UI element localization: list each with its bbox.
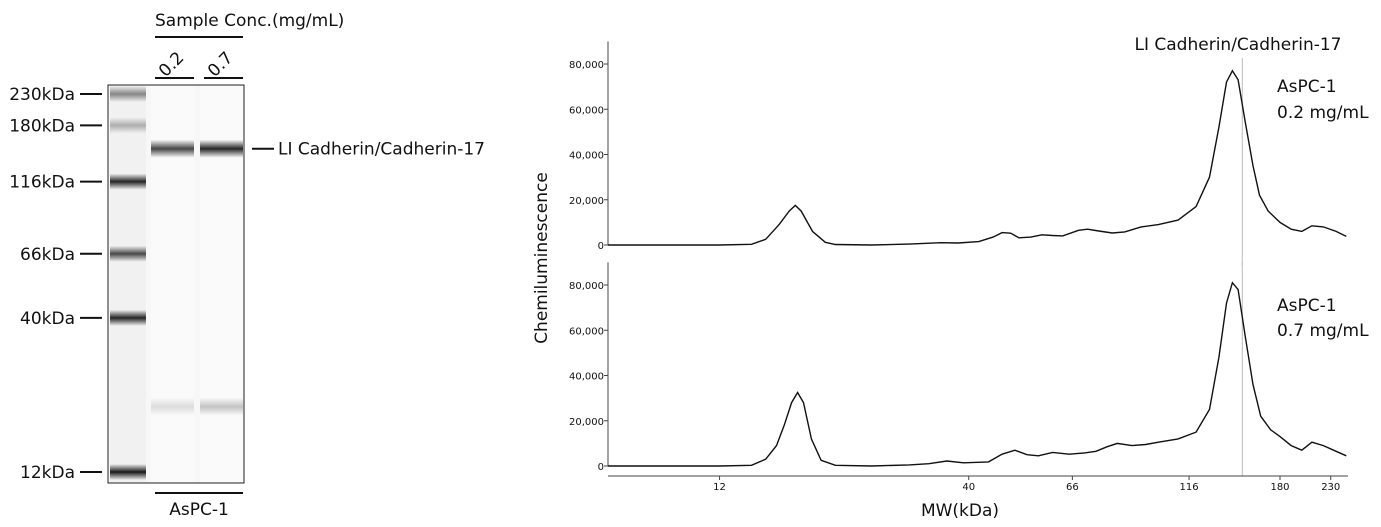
x-tick-label: 40 [962, 482, 975, 493]
panel-label-sample: AsPC-1 [1277, 296, 1337, 316]
ladder-label: 40kDa [20, 309, 75, 329]
sample-band [151, 139, 194, 158]
y-tick-label: 40,000 [569, 372, 604, 383]
gel-header: Sample Conc.(mg/mL) [155, 11, 344, 31]
x-tick-label: 180 [1270, 482, 1289, 493]
panel-label-sample: AsPC-1 [1277, 77, 1337, 97]
ladder-label: 230kDa [9, 85, 75, 105]
ladder-label: 66kDa [20, 245, 75, 265]
y-tick-label: 80,000 [569, 281, 604, 292]
ladder-label: 180kDa [9, 116, 75, 136]
ladder-band [110, 86, 146, 102]
marker-label: LI Cadherin/Cadherin-17 [1135, 35, 1342, 55]
lane-label: 0.7 [204, 48, 237, 81]
trace-line [608, 69, 1347, 246]
y-tick-label: 60,000 [569, 326, 604, 337]
sample-band [200, 397, 243, 416]
trace-line [608, 281, 1347, 467]
ladder-label: 12kDa [20, 463, 75, 483]
x-tick-label: 230 [1321, 482, 1340, 493]
panel-label-conc: 0.2 mg/mL [1277, 103, 1369, 123]
ladder-band [110, 173, 146, 190]
x-axis-label: MW(kDa) [921, 501, 999, 521]
y-tick-label: 20,000 [569, 417, 604, 428]
sample-band [151, 397, 194, 416]
ladder-band [110, 309, 146, 326]
x-tick-label: 12 [713, 482, 726, 493]
x-tick-label: 116 [1180, 482, 1199, 493]
y-tick-label: 20,000 [569, 196, 604, 207]
y-tick-label: 40,000 [569, 151, 604, 162]
western-gel-figure: Sample Conc.(mg/mL) 0.2 0.7 230kDa 180kDa 1… [9, 11, 485, 520]
y-tick-label: 60,000 [569, 105, 604, 116]
ladder-label: 116kDa [9, 173, 75, 193]
electropherogram-chart: 0 20,000 40,000 60,000 80,000 AsPC-1 0.2 mg/mL… [532, 35, 1369, 521]
ladder-band [110, 117, 146, 134]
y-tick-label: 80,000 [569, 60, 604, 71]
ladder-lane [110, 86, 146, 482]
ladder-band [110, 464, 146, 480]
trace-panel: 0 20,000 40,000 60,000 80,000 AsPC-1 0.2 mg/mL [569, 41, 1369, 265]
y-axis-label: Chemiluminescence [532, 172, 552, 344]
y-tick-label: 0 [598, 462, 604, 473]
band-label: LI Cadherin/Cadherin-17 [278, 140, 485, 160]
ladder-band [110, 245, 146, 262]
lane-label: 0.2 [155, 48, 188, 81]
x-tick-label: 66 [1066, 482, 1079, 493]
sample-label: AsPC-1 [169, 500, 229, 520]
trace-panel: 0 20,000 40,000 60,000 80,000 AsPC-1 0.7 mg/mL [569, 262, 1369, 476]
panel-label-conc: 0.7 mg/mL [1277, 321, 1369, 341]
y-tick-label: 0 [598, 241, 604, 252]
sample-band [200, 139, 243, 158]
